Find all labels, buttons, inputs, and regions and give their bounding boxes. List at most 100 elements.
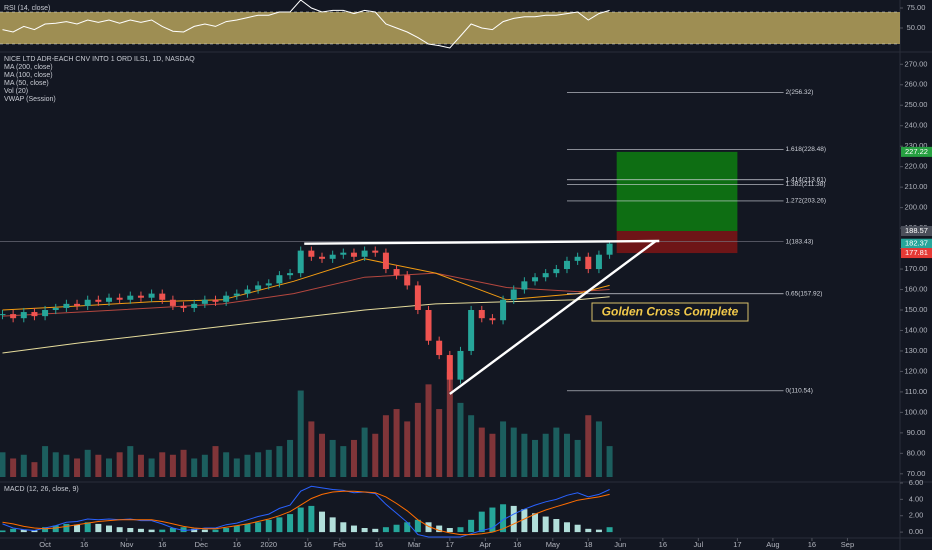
- price-title: NICE LTD ADR-EACH CNV INTO 1 ORD ILS1, 1…: [4, 56, 195, 63]
- candle-body: [563, 260, 570, 270]
- macd-histogram: [20, 529, 27, 533]
- y-tick-label: 70.00: [907, 469, 926, 478]
- volume-bar: [265, 449, 272, 477]
- x-tick-label: 16: [659, 540, 667, 549]
- candle-body: [457, 350, 464, 380]
- volume-bar: [212, 446, 219, 477]
- macd-histogram: [148, 529, 155, 533]
- y-tick-label: 170.00: [905, 264, 928, 273]
- macd-line: [2, 490, 610, 536]
- volume-bar: [10, 458, 17, 477]
- y-tick-label: 230.00: [905, 141, 928, 150]
- x-tick-label: 18: [584, 540, 592, 549]
- candle-body: [361, 250, 368, 257]
- y-tick-label: 130.00: [905, 346, 928, 355]
- volume-bar: [425, 384, 432, 477]
- x-tick-label: Feb: [333, 540, 346, 549]
- macd-histogram: [585, 528, 592, 533]
- volume-bar: [404, 421, 411, 477]
- price-tag: [901, 238, 932, 249]
- legend-entry: Vol (20): [4, 88, 28, 95]
- macd-histogram: [105, 525, 112, 533]
- candle-body: [31, 312, 38, 317]
- candle-body: [404, 275, 411, 286]
- candle-body: [542, 273, 549, 278]
- x-tick-label: Jun: [614, 540, 626, 549]
- moving-average: [2, 272, 610, 317]
- volume-bar: [382, 415, 389, 477]
- volume-bar: [116, 452, 123, 477]
- x-tick-label: 16: [158, 540, 166, 549]
- candle-body: [319, 256, 326, 259]
- profit-zone: [616, 151, 738, 232]
- macd-histogram: [52, 525, 59, 533]
- candle-body: [595, 254, 602, 270]
- volume-bar: [585, 415, 592, 477]
- y-tick-label: 0.00: [909, 527, 924, 536]
- candle-body: [201, 299, 208, 304]
- x-tick-label: Oct: [39, 540, 52, 549]
- moving-average: [2, 258, 610, 311]
- macd-histogram: [10, 528, 17, 533]
- volume-bar: [574, 439, 581, 477]
- volume-bar: [105, 458, 112, 477]
- x-tick-label: Dec: [195, 540, 209, 549]
- volume-bar: [276, 446, 283, 477]
- volume-bar: [223, 452, 230, 477]
- macd-histogram: [446, 528, 453, 533]
- x-tick-label: 16: [80, 540, 88, 549]
- y-tick-label: 75.00: [907, 3, 926, 12]
- volume-bar: [350, 439, 357, 477]
- volume-bar: [255, 452, 262, 477]
- volume-bar: [606, 446, 613, 477]
- volume-bar: [436, 409, 443, 477]
- macd-histogram: [361, 528, 368, 533]
- x-tick-label: Mar: [408, 540, 421, 549]
- x-tick-label: Aug: [766, 540, 779, 549]
- candle-body: [159, 293, 166, 300]
- volume-bar: [468, 415, 475, 477]
- candle-body: [297, 250, 304, 274]
- x-tick-label: 16: [304, 540, 312, 549]
- volume-bar: [159, 452, 166, 477]
- y-tick-label: 250.00: [905, 100, 928, 109]
- candle-body: [169, 299, 176, 306]
- y-tick-label: 200.00: [905, 203, 928, 212]
- x-tick-label: 17: [446, 540, 454, 549]
- volume-bar: [489, 433, 496, 477]
- macd-histogram: [63, 523, 70, 533]
- x-tick-label: Sep: [841, 540, 854, 549]
- x-tick-label: 16: [375, 540, 383, 549]
- volume-bar: [553, 427, 560, 477]
- candle-body: [212, 299, 219, 302]
- candle-body: [116, 297, 123, 300]
- volume-bar: [329, 439, 336, 477]
- volume-bar: [532, 439, 539, 477]
- rsi-band: [0, 12, 900, 44]
- volume-bar: [361, 427, 368, 477]
- macd-histogram: [382, 527, 389, 533]
- rsi-title: RSI (14, close): [4, 5, 50, 12]
- macd-histogram: [553, 519, 560, 533]
- macd-histogram: [31, 530, 38, 533]
- price-tag: [901, 146, 932, 157]
- volume-bar: [148, 458, 155, 477]
- fib-label: 1.382(211.38): [786, 181, 826, 188]
- candle-body: [84, 299, 91, 306]
- volume-bar: [52, 452, 59, 477]
- candle-body: [553, 269, 560, 274]
- candle-body: [52, 307, 59, 310]
- candle-body: [606, 243, 613, 255]
- macd-histogram: [212, 529, 219, 533]
- y-tick-label: 6.00: [909, 478, 924, 487]
- candle-body: [223, 295, 230, 302]
- price-tag-label: 188.57: [905, 226, 928, 235]
- volume-bar: [542, 433, 549, 477]
- y-tick-label: 210.00: [905, 182, 928, 191]
- volume-bar: [500, 421, 507, 477]
- candle-body: [372, 250, 379, 253]
- y-tick-label: 100.00: [905, 407, 928, 416]
- x-tick-label: Nov: [120, 540, 134, 549]
- x-tick-label: Apr: [479, 540, 491, 549]
